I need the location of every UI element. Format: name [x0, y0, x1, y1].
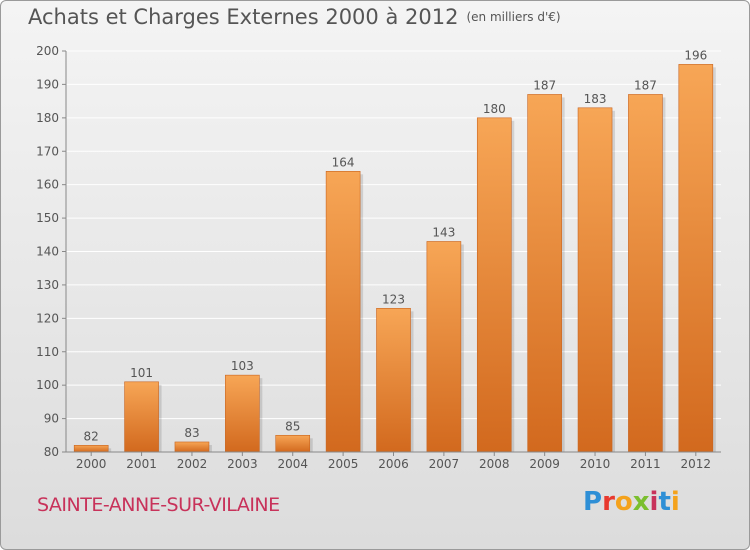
data-label: 187: [634, 78, 657, 92]
chart-title: Achats et Charges Externes 2000 à 2012 (e…: [28, 5, 561, 29]
bar: [225, 374, 260, 453]
x-tick-label: 2004: [277, 457, 308, 471]
y-tick-label: 90: [44, 412, 59, 426]
logo-letter: x: [632, 487, 650, 517]
bar: [476, 117, 512, 453]
bar: [275, 434, 311, 453]
bar: [174, 441, 210, 453]
data-label: 187: [533, 78, 556, 92]
x-tick-label: 2012: [681, 457, 712, 471]
y-tick-label: 200: [36, 44, 59, 58]
bar: [678, 64, 714, 453]
x-tick-label: 2005: [328, 457, 359, 471]
data-label: 123: [382, 292, 405, 306]
x-tick-label: 2007: [429, 457, 460, 471]
y-tick-label: 160: [36, 178, 59, 192]
location-name: SAINTE-ANNE-SUR-VILAINE: [37, 494, 280, 516]
chart-title-main: Achats et Charges Externes 2000 à 2012: [28, 5, 459, 29]
data-label: 183: [584, 92, 607, 106]
y-tick-label: 170: [36, 144, 59, 158]
y-tick-label: 130: [36, 278, 59, 292]
y-tick-label: 120: [36, 311, 59, 325]
x-axis: 2000 2001 2002 2003 2004 2005 2006 2007 2008 2009…: [66, 451, 721, 471]
data-label: 85: [285, 419, 300, 433]
bar: [527, 94, 562, 453]
y-tick-label: 80: [44, 445, 59, 459]
data-label: 196: [684, 48, 707, 62]
x-tick-label: 2000: [76, 457, 107, 471]
logo-letter: i: [670, 487, 680, 517]
bar: [73, 445, 109, 453]
x-tick-label: 2009: [529, 457, 560, 471]
data-label: 83: [184, 426, 199, 440]
data-label: 82: [84, 429, 99, 443]
bar: [577, 107, 613, 453]
data-label: 101: [130, 366, 153, 380]
data-label: 164: [332, 155, 355, 169]
logo-letter: r: [602, 487, 615, 517]
bars: [73, 64, 716, 453]
bar: [628, 94, 663, 453]
x-tick-label: 2011: [630, 457, 661, 471]
chart-title-unit: (en milliers d'€): [466, 10, 561, 24]
logo-letter: i: [649, 487, 659, 517]
data-label: 103: [231, 359, 254, 373]
x-tick-label: 2010: [580, 457, 611, 471]
bar: [124, 381, 159, 453]
x-tick-label: 2008: [479, 457, 510, 471]
proxiti-logo: Proxiti: [583, 487, 680, 517]
logo-letter: o: [614, 487, 633, 517]
data-label: 180: [483, 102, 506, 116]
x-tick-label: 2003: [227, 457, 258, 471]
bar: [426, 241, 462, 453]
logo-letter: P: [583, 487, 603, 517]
bar: [325, 171, 361, 453]
y-tick-label: 150: [36, 211, 59, 225]
y-tick-label: 100: [36, 378, 59, 392]
data-labels: 82 101 83 103 85 164 123 143 180 187 183 187 196: [84, 48, 708, 443]
y-tick-label: 190: [36, 77, 59, 91]
y-tick-label: 180: [36, 111, 59, 125]
x-tick-label: 2006: [378, 457, 409, 471]
bar: [376, 308, 411, 453]
x-tick-label: 2001: [126, 457, 157, 471]
y-tick-label: 140: [36, 245, 59, 259]
y-tick-label: 110: [36, 345, 59, 359]
data-label: 143: [432, 225, 455, 239]
logo-letter: t: [658, 487, 671, 517]
x-tick-label: 2002: [177, 457, 208, 471]
y-axis: 80 90 100 110 120 130 140 150 160 170 180 190 200: [36, 44, 67, 459]
